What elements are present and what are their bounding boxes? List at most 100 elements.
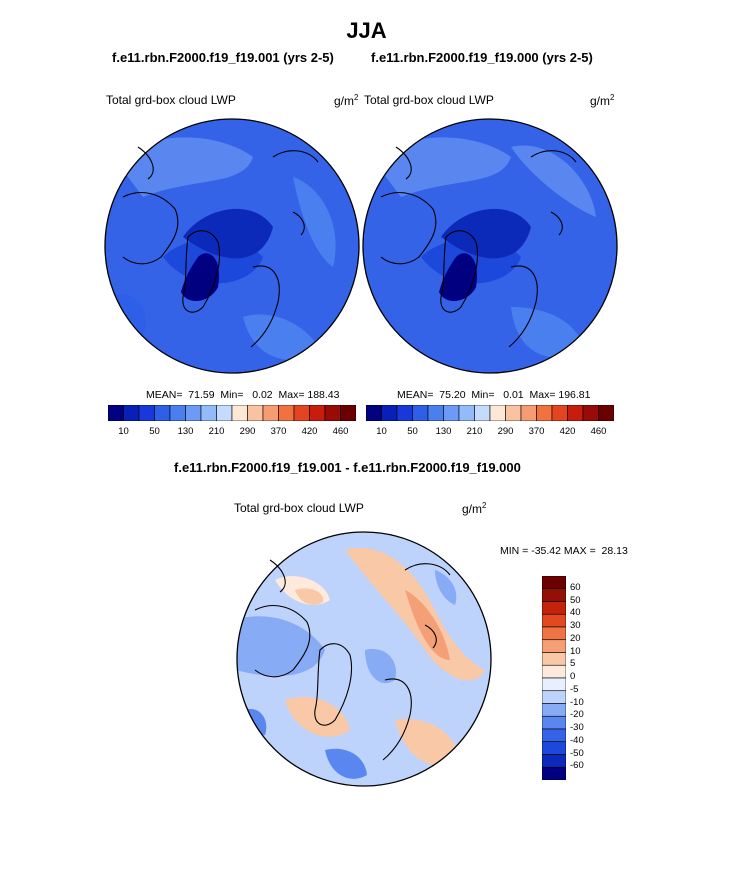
diff-colorbar-tick-label: 20 — [570, 632, 581, 644]
diff-colorbar-tick-label: 0 — [570, 671, 576, 682]
panel-right-colorbar-tick-label: 130 — [435, 426, 452, 437]
diff-colorbar-box — [542, 588, 566, 602]
diff-colorbar-box — [542, 601, 566, 615]
diff-colorbar-box — [542, 652, 566, 666]
diff-colorbar-tick-label: 30 — [570, 620, 581, 631]
diff-colorbar-box — [542, 754, 566, 768]
diff-colorbar-box — [542, 677, 566, 692]
panel-right-map — [362, 118, 618, 374]
diff-colorbar-box — [542, 626, 566, 641]
diff-coastlines — [254, 559, 451, 761]
diff-colorbar-tick-label: 60 — [570, 581, 581, 593]
diff-colorbar-box — [542, 690, 566, 704]
diff-colorbar-tick-label: -60 — [570, 760, 584, 772]
diff-colorbar-box — [542, 639, 566, 653]
panel-right-field — [363, 119, 617, 373]
panel-right-colorbar-tick-label: 290 — [497, 426, 514, 437]
panel-left-colorbar-box — [200, 405, 217, 421]
panel-left-colorbar-box — [309, 405, 326, 421]
diff-colorbar-box — [542, 766, 566, 780]
panel-right-colorbar-box — [551, 405, 568, 421]
diff-map — [236, 531, 492, 787]
diff-variable: Total grd-box cloud LWP — [234, 501, 364, 515]
panel-left-coastlines — [122, 146, 319, 348]
panel-left-colorbar-box — [340, 405, 356, 421]
panel-right-colorbar-box — [567, 405, 584, 421]
panel-right-colorbar-box — [381, 405, 398, 421]
panel-left-field — [105, 119, 359, 373]
diff-colorbar-box — [542, 664, 566, 679]
diff-colorbar-tick-label: -40 — [570, 734, 584, 746]
panel-left-colorbar-box — [138, 405, 155, 421]
diff-colorbar-tick-label: -5 — [570, 683, 579, 695]
panel-left-colorbar-box — [231, 405, 248, 421]
diff-colorbar-tick-label: 10 — [570, 645, 581, 657]
diff-colorbar-box — [542, 613, 566, 628]
panel-left-colorbar-tick-label: 420 — [301, 426, 318, 437]
panel-left-colorbar-box — [216, 405, 233, 421]
diff-colorbar-box — [542, 576, 566, 590]
diff-colorbar-box — [542, 728, 566, 743]
diff-title: f.e11.rbn.F2000.f19_f19.001 - f.e11.rbn.… — [174, 460, 521, 475]
panel-left-colorbar-box — [108, 405, 124, 421]
panel-left-colorbar-tick-label: 210 — [208, 426, 225, 437]
diff-stats: MIN = -35.42 MAX = 28.13 — [500, 545, 628, 557]
panel-right-colorbar-box — [582, 405, 599, 421]
diff-colorbar-tick-label: 5 — [570, 658, 576, 670]
panel-right-colorbar-box — [443, 405, 460, 421]
panel-right-colorbar-box — [598, 405, 614, 421]
diff-colorbar-tick-label: 40 — [570, 607, 581, 619]
panel-right-coastlines — [380, 146, 577, 348]
panel-left-colorbar-box — [247, 405, 264, 421]
panel-right-case: f.e11.rbn.F2000.f19_f19.000 (yrs 2-5) — [371, 50, 593, 65]
panel-right-colorbar-tick-label: 460 — [590, 426, 607, 437]
panel-left-map — [104, 118, 360, 374]
panel-left-variable: Total grd-box cloud LWP — [106, 93, 236, 107]
panel-right-units: g/m2 — [590, 93, 615, 108]
panel-left-units: g/m2 — [334, 93, 359, 108]
panel-left-colorbar-tick-label: 10 — [118, 426, 129, 437]
diff-colorbar-box — [542, 715, 566, 730]
diff-colorbar-tick-label: -10 — [570, 696, 584, 708]
panel-left-colorbar-tick-label: 370 — [270, 426, 287, 437]
panel-left-colorbar-tick-label: 50 — [149, 426, 160, 437]
panel-left-colorbar-box — [293, 405, 310, 421]
diff-colorbar-tick-label: 50 — [570, 594, 581, 606]
panel-right-colorbar-box — [458, 405, 475, 421]
panel-left-case: f.e11.rbn.F2000.f19_f19.001 (yrs 2-5) — [112, 50, 334, 65]
panel-left-colorbar-box — [185, 405, 202, 421]
panel-right-colorbar-tick-label: 10 — [376, 426, 387, 437]
panel-left-colorbar-box — [324, 405, 341, 421]
panel-right-colorbar-box — [536, 405, 553, 421]
panel-right-colorbar-tick-label: 370 — [528, 426, 545, 437]
panel-right-colorbar-box — [474, 405, 491, 421]
panel-right-stats: MEAN= 75.20 Min= 0.01 Max= 196.81 — [397, 389, 591, 401]
panel-left-colorbar-box — [169, 405, 186, 421]
panel-left-colorbar-tick-label: 460 — [332, 426, 349, 437]
diff-colorbar-box — [542, 741, 566, 755]
panel-left-colorbar-box — [154, 405, 171, 421]
panel-right-colorbar-tick-label: 420 — [559, 426, 576, 437]
diff-colorbar-tick-label: -30 — [570, 722, 584, 733]
panel-right-variable: Total grd-box cloud LWP — [364, 93, 494, 107]
panel-right-colorbar-box — [396, 405, 413, 421]
panel-right-colorbar-box — [520, 405, 537, 421]
panel-right-colorbar-box — [505, 405, 522, 421]
diff-field — [237, 532, 491, 786]
page-title: JJA — [346, 18, 387, 43]
panel-right-colorbar — [366, 405, 614, 421]
diff-colorbar-tick-label: -50 — [570, 747, 584, 759]
panel-right-colorbar-tick-label: 50 — [407, 426, 418, 437]
panel-left-colorbar — [108, 405, 356, 421]
panel-left-colorbar-box — [123, 405, 140, 421]
panel-right-colorbar-box — [427, 405, 444, 421]
panel-right-colorbar-box — [412, 405, 429, 421]
diff-units: g/m2 — [462, 501, 487, 516]
diff-colorbar-box — [542, 703, 566, 717]
diff-colorbar-tick-label: -20 — [570, 709, 584, 721]
panel-left-colorbar-box — [262, 405, 279, 421]
panel-left-colorbar-tick-label: 130 — [177, 426, 194, 437]
panel-right-colorbar-box — [366, 405, 382, 421]
panel-left-colorbar-box — [278, 405, 295, 421]
panel-right-colorbar-box — [489, 405, 506, 421]
